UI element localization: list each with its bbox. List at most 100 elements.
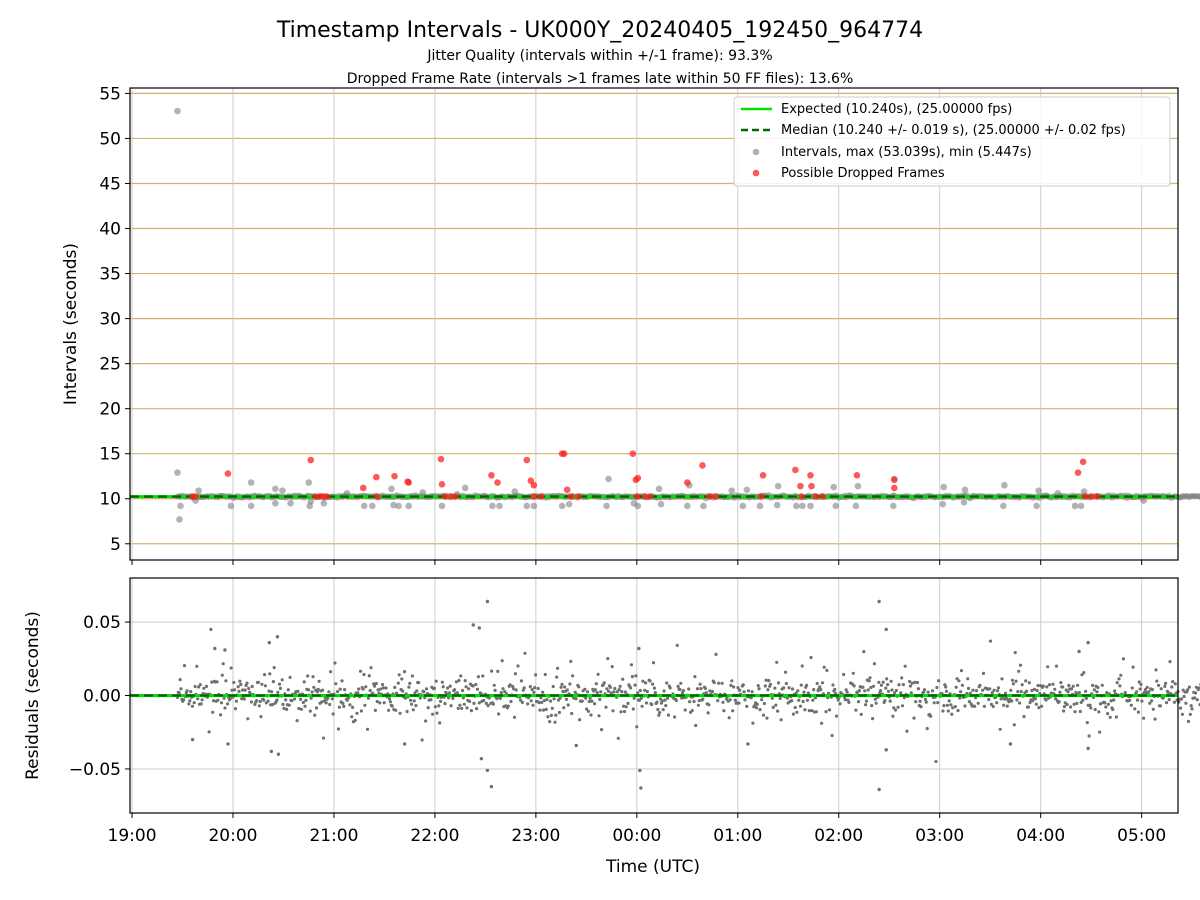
- residual-point: [511, 684, 515, 689]
- residual-point: [588, 696, 592, 700]
- residual-point: [209, 627, 213, 632]
- residual-point: [377, 691, 381, 695]
- residual-point: [593, 702, 597, 706]
- residual-outlier-point: [485, 768, 490, 773]
- dropped-frame-point: [574, 493, 582, 500]
- residual-point: [1092, 688, 1096, 692]
- residual-point: [277, 682, 282, 686]
- residual-point: [468, 699, 472, 704]
- residual-point: [1140, 699, 1144, 703]
- residual-point: [1031, 699, 1035, 703]
- residual-outlier-point: [269, 749, 274, 754]
- interval-outlier-point: [603, 502, 610, 510]
- residual-point: [583, 687, 587, 691]
- residual-point: [1171, 680, 1175, 684]
- residual-point: [280, 678, 284, 682]
- residual-point: [1123, 691, 1127, 695]
- residual-point: [930, 689, 935, 693]
- residual-point: [434, 679, 438, 683]
- residual-point: [634, 674, 638, 678]
- residual-point: [1096, 685, 1100, 690]
- residual-point: [1076, 683, 1080, 687]
- residual-point: [407, 685, 411, 689]
- residual-point: [825, 668, 829, 673]
- residual-point: [776, 681, 781, 685]
- dropped-frame-point: [712, 493, 719, 500]
- dropped-frame-point: [323, 493, 331, 500]
- residual-point: [824, 710, 828, 714]
- residual-point: [587, 699, 591, 704]
- residual-point: [320, 700, 324, 704]
- residual-outlier-point: [213, 646, 217, 651]
- residual-point: [496, 669, 500, 674]
- residual-point: [584, 696, 588, 700]
- residual-point: [1154, 668, 1158, 672]
- residual-point: [1067, 683, 1071, 688]
- residual-point: [182, 664, 187, 668]
- residual-point: [1163, 684, 1167, 689]
- interval-outlier-point: [1071, 502, 1079, 510]
- residual-point: [657, 713, 661, 717]
- residual-point: [464, 685, 468, 689]
- residual-point: [514, 688, 518, 692]
- residual-point: [275, 698, 279, 702]
- residual-point: [996, 686, 1001, 690]
- residual-point: [953, 705, 957, 709]
- residual-point: [638, 688, 642, 693]
- residual-outlier-point: [276, 752, 281, 756]
- residual-point: [402, 670, 407, 674]
- residual-point: [611, 709, 615, 713]
- residual-point: [918, 699, 922, 703]
- residual-point: [230, 688, 234, 692]
- residual-point: [722, 709, 726, 713]
- residual-point: [1194, 685, 1198, 689]
- interval-outlier-point: [174, 107, 181, 115]
- residual-point: [393, 685, 397, 690]
- residual-point: [268, 672, 272, 676]
- residual-point: [830, 733, 834, 738]
- residual-point: [862, 650, 866, 654]
- residual-point: [954, 685, 958, 689]
- dropped-frame-point: [560, 450, 568, 458]
- residual-point: [270, 690, 274, 694]
- residual-point: [1077, 691, 1081, 695]
- residual-point: [652, 686, 657, 690]
- residual-point: [683, 708, 687, 712]
- residual-point: [1046, 665, 1050, 669]
- residual-point: [490, 669, 494, 673]
- residual-point: [831, 683, 835, 687]
- residual-point: [872, 662, 877, 666]
- interval-outlier-point: [807, 502, 814, 510]
- dropped-frame-point: [629, 450, 637, 458]
- residual-point: [639, 696, 643, 700]
- residual-point: [724, 697, 729, 701]
- residual-point: [577, 685, 581, 689]
- residual-point: [1170, 685, 1174, 689]
- dropped-frame-point: [633, 493, 641, 500]
- interval-outlier-point: [773, 501, 781, 509]
- residual-point: [317, 679, 321, 683]
- residual-point: [951, 706, 955, 710]
- residual-point: [632, 696, 636, 700]
- residual-outlier-point: [638, 768, 642, 773]
- residual-point: [641, 679, 645, 683]
- residual-point: [650, 702, 654, 707]
- residual-point: [1028, 700, 1032, 705]
- residual-point: [229, 666, 233, 670]
- residual-point: [1121, 657, 1125, 661]
- residual-point: [353, 718, 357, 723]
- residual-point: [233, 707, 238, 711]
- residual-point: [822, 665, 826, 669]
- residual-point: [666, 696, 670, 700]
- residual-point: [520, 700, 525, 705]
- residual-point: [854, 708, 858, 712]
- residual-point: [915, 680, 920, 685]
- residual-point: [1097, 710, 1101, 714]
- residual-point: [556, 666, 560, 670]
- residual-point: [805, 698, 810, 702]
- residual-point: [562, 706, 566, 710]
- residual-point: [341, 701, 345, 706]
- residual-point: [710, 689, 715, 694]
- legend-entry: Expected (10.240s), (25.00000 fps): [781, 102, 1012, 117]
- interval-outlier-point: [461, 484, 469, 492]
